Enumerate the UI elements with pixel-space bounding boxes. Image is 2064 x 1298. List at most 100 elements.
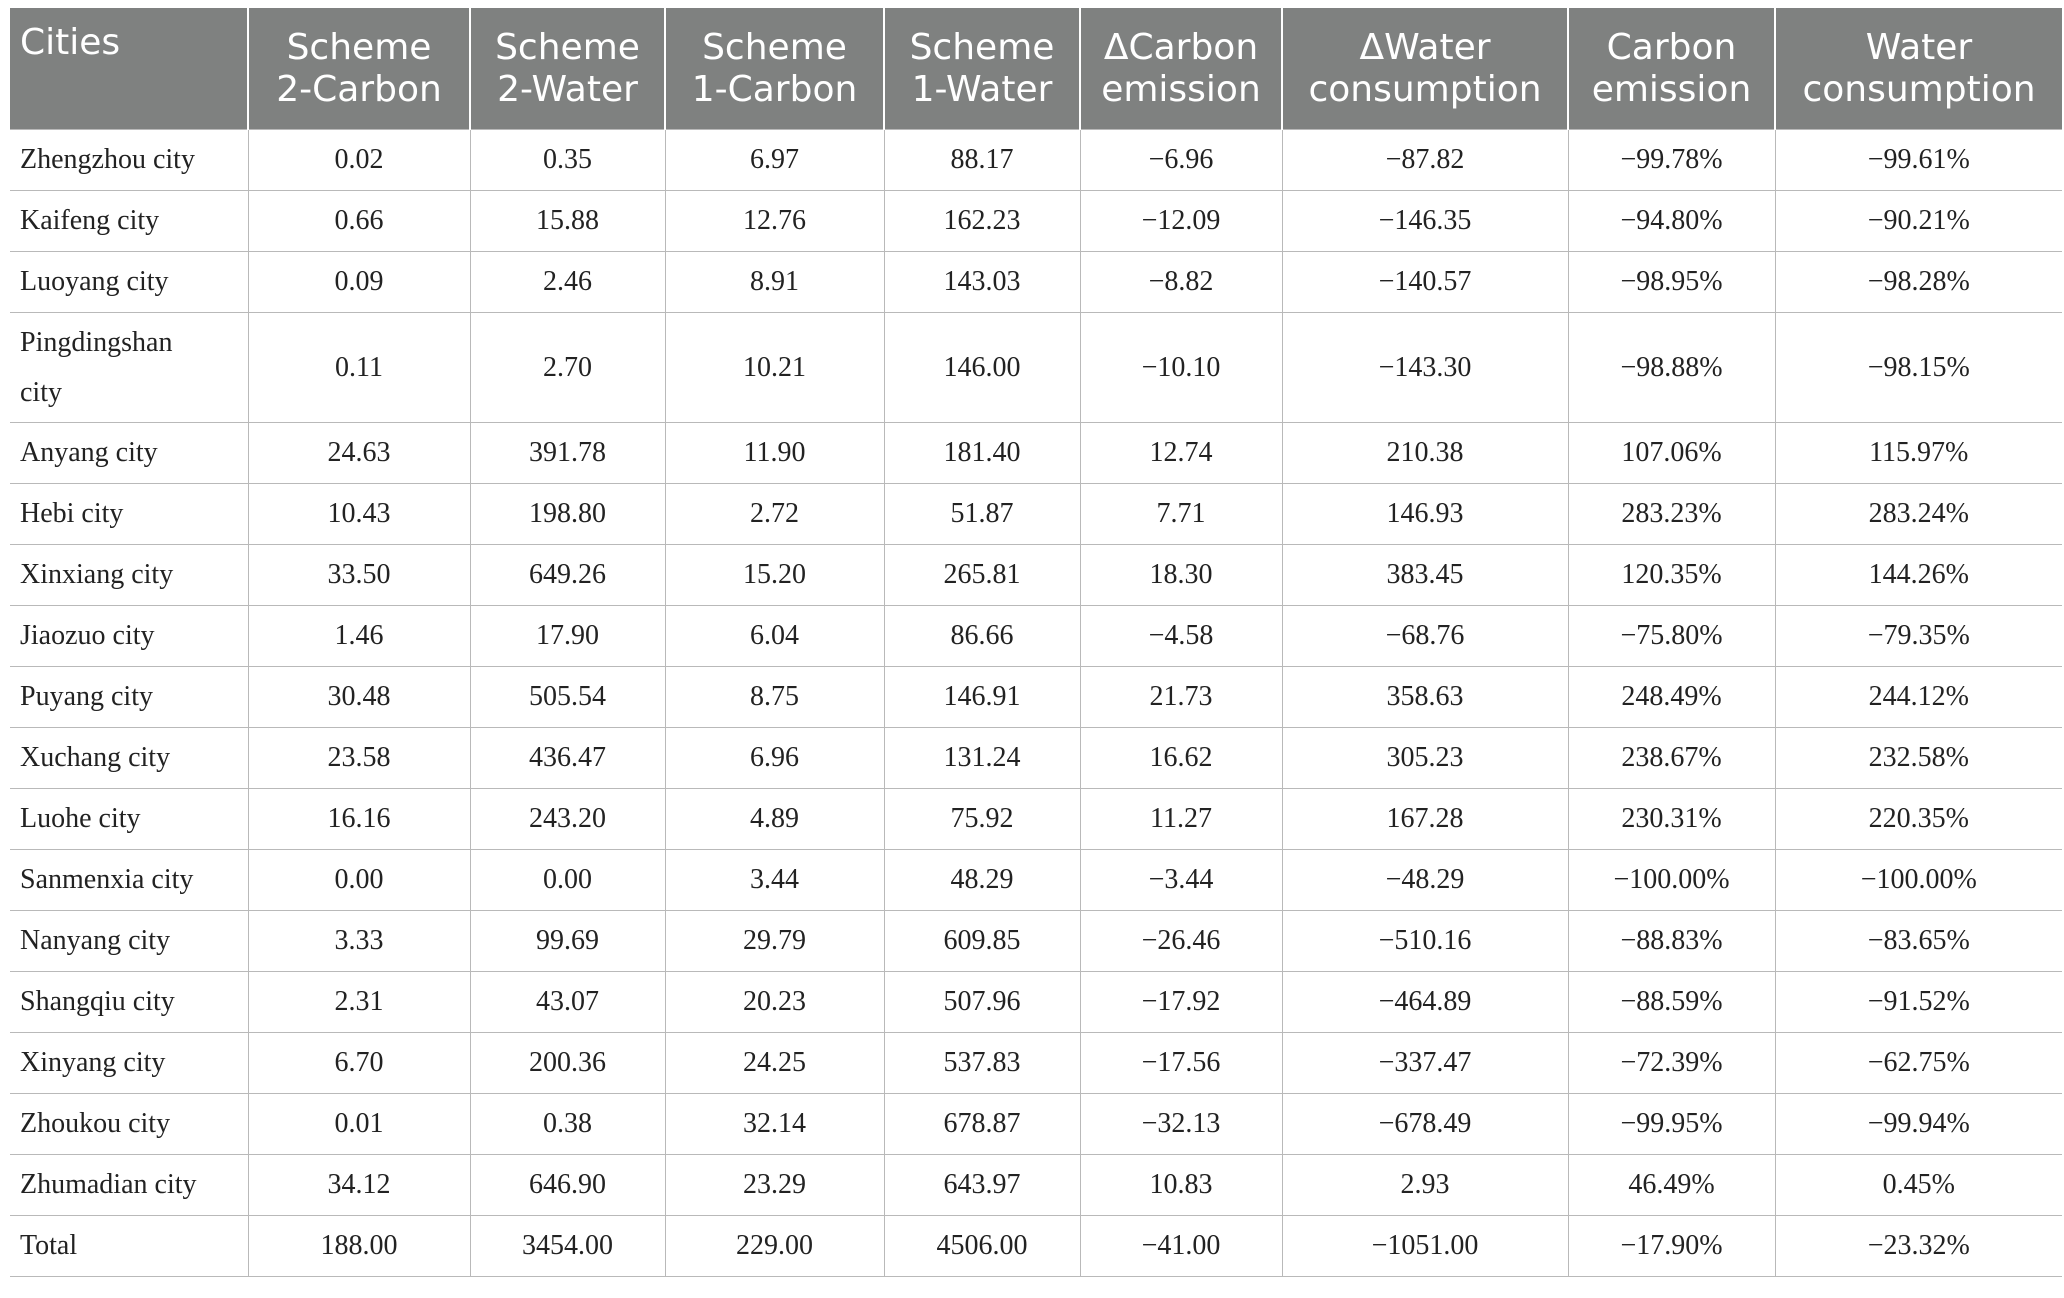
value-cell: −17.92 [1079, 971, 1283, 1033]
value-cell: 3.44 [664, 849, 885, 911]
value-cell: −140.57 [1281, 251, 1569, 313]
column-header: Water consumption [1775, 8, 2062, 130]
value-cell: 30.48 [247, 666, 471, 728]
value-cell: 10.21 [664, 312, 885, 423]
column-header-line: 1-Carbon [691, 68, 858, 110]
value-cell: 0.38 [469, 1093, 666, 1155]
table-row: Xinyang city 6.70 200.36 24.25 537.83 −17.56−… [10, 1032, 2062, 1094]
column-header-line: 2-Carbon [276, 68, 442, 110]
value-cell: 17.90 [469, 605, 666, 667]
table-header: Cities Scheme 2-Carbon Scheme 2-Water Scheme 1… [10, 8, 2062, 130]
value-cell: 146.91 [883, 666, 1081, 728]
value-cell: −17.56 [1079, 1032, 1283, 1094]
value-cell: −510.16 [1281, 910, 1569, 972]
city-cell: Zhoukou city [10, 1093, 249, 1155]
value-cell: −3.44 [1079, 849, 1283, 911]
value-cell: 2.93 [1281, 1154, 1569, 1216]
value-cell: 678.87 [883, 1093, 1081, 1155]
value-cell: −48.29 [1281, 849, 1569, 911]
value-cell: 609.85 [883, 910, 1081, 972]
value-cell: 0.66 [247, 190, 471, 252]
value-cell: 34.12 [247, 1154, 471, 1216]
value-cell: 23.58 [247, 727, 471, 789]
column-header-line: 1-Water [911, 68, 1053, 110]
value-cell: 305.23 [1281, 727, 1569, 789]
table-row: Zhumadian city 34.12 646.90 23.29 643.97 10.8… [10, 1154, 2062, 1216]
value-cell: 0.35 [469, 129, 666, 191]
column-header-line: Scheme [286, 26, 432, 68]
value-cell: 2.31 [247, 971, 471, 1033]
value-cell: −678.49 [1281, 1093, 1569, 1155]
value-cell: 265.81 [883, 544, 1081, 606]
city-cell: Hebi city [10, 483, 249, 545]
value-cell: 15.88 [469, 190, 666, 252]
value-cell: 146.00 [883, 312, 1081, 423]
city-cell: Xinxiang city [10, 544, 249, 606]
value-cell: 24.63 [247, 422, 471, 484]
value-cell: 646.90 [469, 1154, 666, 1216]
value-cell: 21.73 [1079, 666, 1283, 728]
value-cell: 391.78 [469, 422, 666, 484]
value-cell: 6.04 [664, 605, 885, 667]
city-cell: Puyang city [10, 666, 249, 728]
value-cell: −100.00% [1774, 849, 2062, 911]
value-cell: −90.21% [1774, 190, 2062, 252]
value-cell: 643.97 [883, 1154, 1081, 1216]
value-cell: −146.35 [1281, 190, 1569, 252]
value-cell: −143.30 [1281, 312, 1569, 423]
column-header: ΔWater consumption [1282, 8, 1569, 130]
table-row: Kaifeng city 0.66 15.88 12.76 162.23 −12.09 −1… [10, 190, 2062, 252]
value-cell: 162.23 [883, 190, 1081, 252]
city-cell: Shangqiu city [10, 971, 249, 1033]
value-cell: 0.11 [247, 312, 471, 423]
column-header-line: Scheme [495, 26, 640, 68]
column-header-line: Carbon [1606, 26, 1737, 68]
value-cell: 507.96 [883, 971, 1081, 1033]
value-cell: −100.00% [1567, 849, 1776, 911]
value-cell: −94.80% [1567, 190, 1776, 252]
value-cell: −79.35% [1774, 605, 2062, 667]
value-cell: 10.83 [1079, 1154, 1283, 1216]
value-cell: 238.67% [1567, 727, 1776, 789]
value-cell: 16.16 [247, 788, 471, 850]
value-cell: 1.46 [247, 605, 471, 667]
column-header-line: consumption [1308, 68, 1542, 110]
value-cell: 11.90 [664, 422, 885, 484]
table-row: Sanmenxia city 0.00 0.00 3.44 48.29 −3.44 −48.… [10, 849, 2062, 911]
value-cell: 230.31% [1567, 788, 1776, 850]
value-cell: 46.49% [1567, 1154, 1776, 1216]
value-cell: −83.65% [1774, 910, 2062, 972]
value-cell: 0.02 [247, 129, 471, 191]
value-cell: 3.33 [247, 910, 471, 972]
value-cell: −4.58 [1079, 605, 1283, 667]
value-cell: −23.32% [1774, 1215, 2062, 1277]
value-cell: 229.00 [664, 1215, 885, 1277]
column-header: Scheme 2-Carbon [248, 8, 471, 130]
value-cell: 243.20 [469, 788, 666, 850]
value-cell: −32.13 [1079, 1093, 1283, 1155]
value-cell: 0.01 [247, 1093, 471, 1155]
value-cell: 283.23% [1567, 483, 1776, 545]
value-cell: 283.24% [1774, 483, 2062, 545]
value-cell: 167.28 [1281, 788, 1569, 850]
value-cell: 6.70 [247, 1032, 471, 1094]
value-cell: 120.35% [1567, 544, 1776, 606]
value-cell: −68.76 [1281, 605, 1569, 667]
value-cell: 537.83 [883, 1032, 1081, 1094]
value-cell: 198.80 [469, 483, 666, 545]
table-row: Puyang city 30.48 505.54 8.75 146.91 21.73 358… [10, 666, 2062, 728]
city-cell: Xinyang city [10, 1032, 249, 1094]
value-cell: −98.88% [1567, 312, 1776, 423]
value-cell: 0.00 [247, 849, 471, 911]
value-cell: 15.20 [664, 544, 885, 606]
value-cell: 107.06% [1567, 422, 1776, 484]
table-row: Hebi city 10.43 198.80 2.72 51.87 7.71 146.93 2… [10, 483, 2062, 545]
table-row: Xuchang city 23.58 436.47 6.96 131.24 16.62 30… [10, 727, 2062, 789]
column-header: Scheme 2-Water [470, 8, 666, 130]
value-cell: 8.91 [664, 251, 885, 313]
table-row: Pingdingshan city 0.11 2.70 10.21 146.00 −10.… [10, 312, 2062, 423]
city-cell: Zhumadian city [10, 1154, 249, 1216]
value-cell: −99.61% [1774, 129, 2062, 191]
city-cell: Sanmenxia city [10, 849, 249, 911]
column-header-line: ΔCarbon [1103, 26, 1259, 68]
